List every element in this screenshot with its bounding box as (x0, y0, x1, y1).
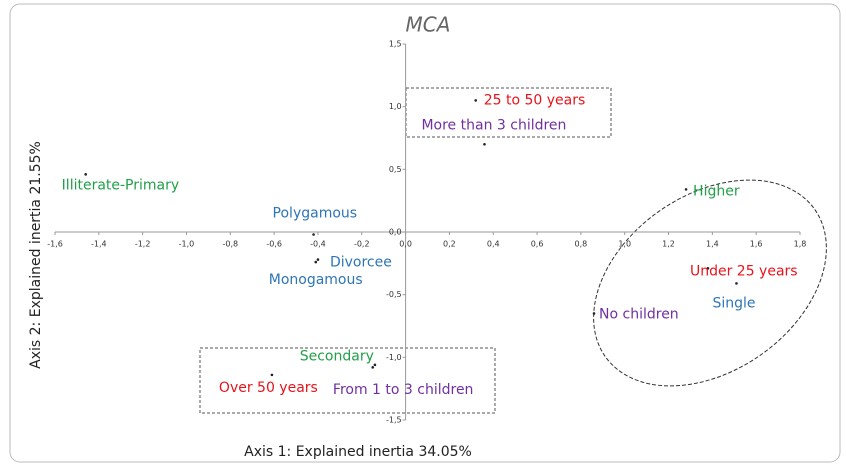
y-tick-label: -0,5 (386, 290, 402, 299)
x-tick-label: -0,4 (310, 240, 326, 249)
group-box (199, 347, 496, 414)
frame (9, 3, 841, 463)
point-label: No children (599, 306, 679, 322)
x-tick-label: -1,6 (47, 240, 63, 249)
x-tick-label: 0,8 (575, 240, 588, 249)
point (316, 258, 320, 261)
x-tick-label: -0,2 (354, 240, 370, 249)
point-label: Divorcee (330, 255, 392, 271)
chart-title: MCA (406, 13, 451, 37)
point-label: Illiterate-Primary (62, 177, 180, 193)
y-tick-label: 1,0 (389, 102, 402, 111)
x-tick-label: -0,8 (222, 240, 238, 249)
x-tick-label: -1,2 (135, 240, 151, 249)
group-box (405, 87, 612, 138)
point-label: Polygamous (273, 206, 358, 222)
x-tick-label: 1,2 (662, 240, 675, 249)
y-tick-label: -1,0 (386, 353, 402, 362)
x-tick-label: 0,4 (487, 240, 500, 249)
group-ellipse (593, 179, 827, 387)
point (373, 363, 377, 367)
y-tick-label: 1,5 (389, 40, 402, 49)
x-tick-label: 0,6 (531, 240, 544, 249)
x-tick-label: 0,2 (443, 240, 456, 249)
point-label: Monogamous (269, 272, 363, 288)
point-label: Under 25 years (690, 263, 798, 279)
point (706, 267, 710, 270)
point (312, 233, 315, 236)
x-tick-label: 1,8 (794, 240, 807, 249)
x-tick-label: 1,0 (618, 240, 631, 249)
point (84, 173, 87, 176)
point (314, 260, 318, 264)
point (270, 373, 274, 377)
point-label: Single (712, 295, 755, 311)
y-tick-label: 0,0 (389, 228, 402, 237)
y-axis-label: Axis 2: Explained inertia 21.55% (28, 141, 44, 369)
point (483, 142, 486, 146)
x-tick-label: -0,6 (266, 240, 282, 249)
point-label: Secondary (300, 348, 374, 364)
x-axis-label: Axis 1: Explained inertia 34.05% (244, 444, 472, 460)
y-tick-label: -1,5 (386, 416, 402, 425)
point (684, 188, 688, 191)
x-tick-label: 0,0 (399, 240, 412, 249)
point (474, 99, 478, 102)
point-label: 25 to 50 years (484, 92, 586, 108)
x-tick-label: 1,4 (706, 240, 719, 249)
x-tick-label: -1,4 (91, 240, 107, 249)
x-tick-label: -1,0 (179, 240, 195, 249)
point-label: Over 50 years (219, 380, 318, 396)
point-label: From 1 to 3 children (333, 382, 474, 398)
point-label: Higher (693, 183, 740, 199)
point (371, 366, 375, 369)
x-tick-label: 1,6 (750, 240, 763, 249)
point (735, 282, 738, 285)
point-label: More than 3 children (421, 117, 566, 133)
point (592, 312, 596, 315)
y-tick-label: 0,5 (389, 165, 402, 174)
